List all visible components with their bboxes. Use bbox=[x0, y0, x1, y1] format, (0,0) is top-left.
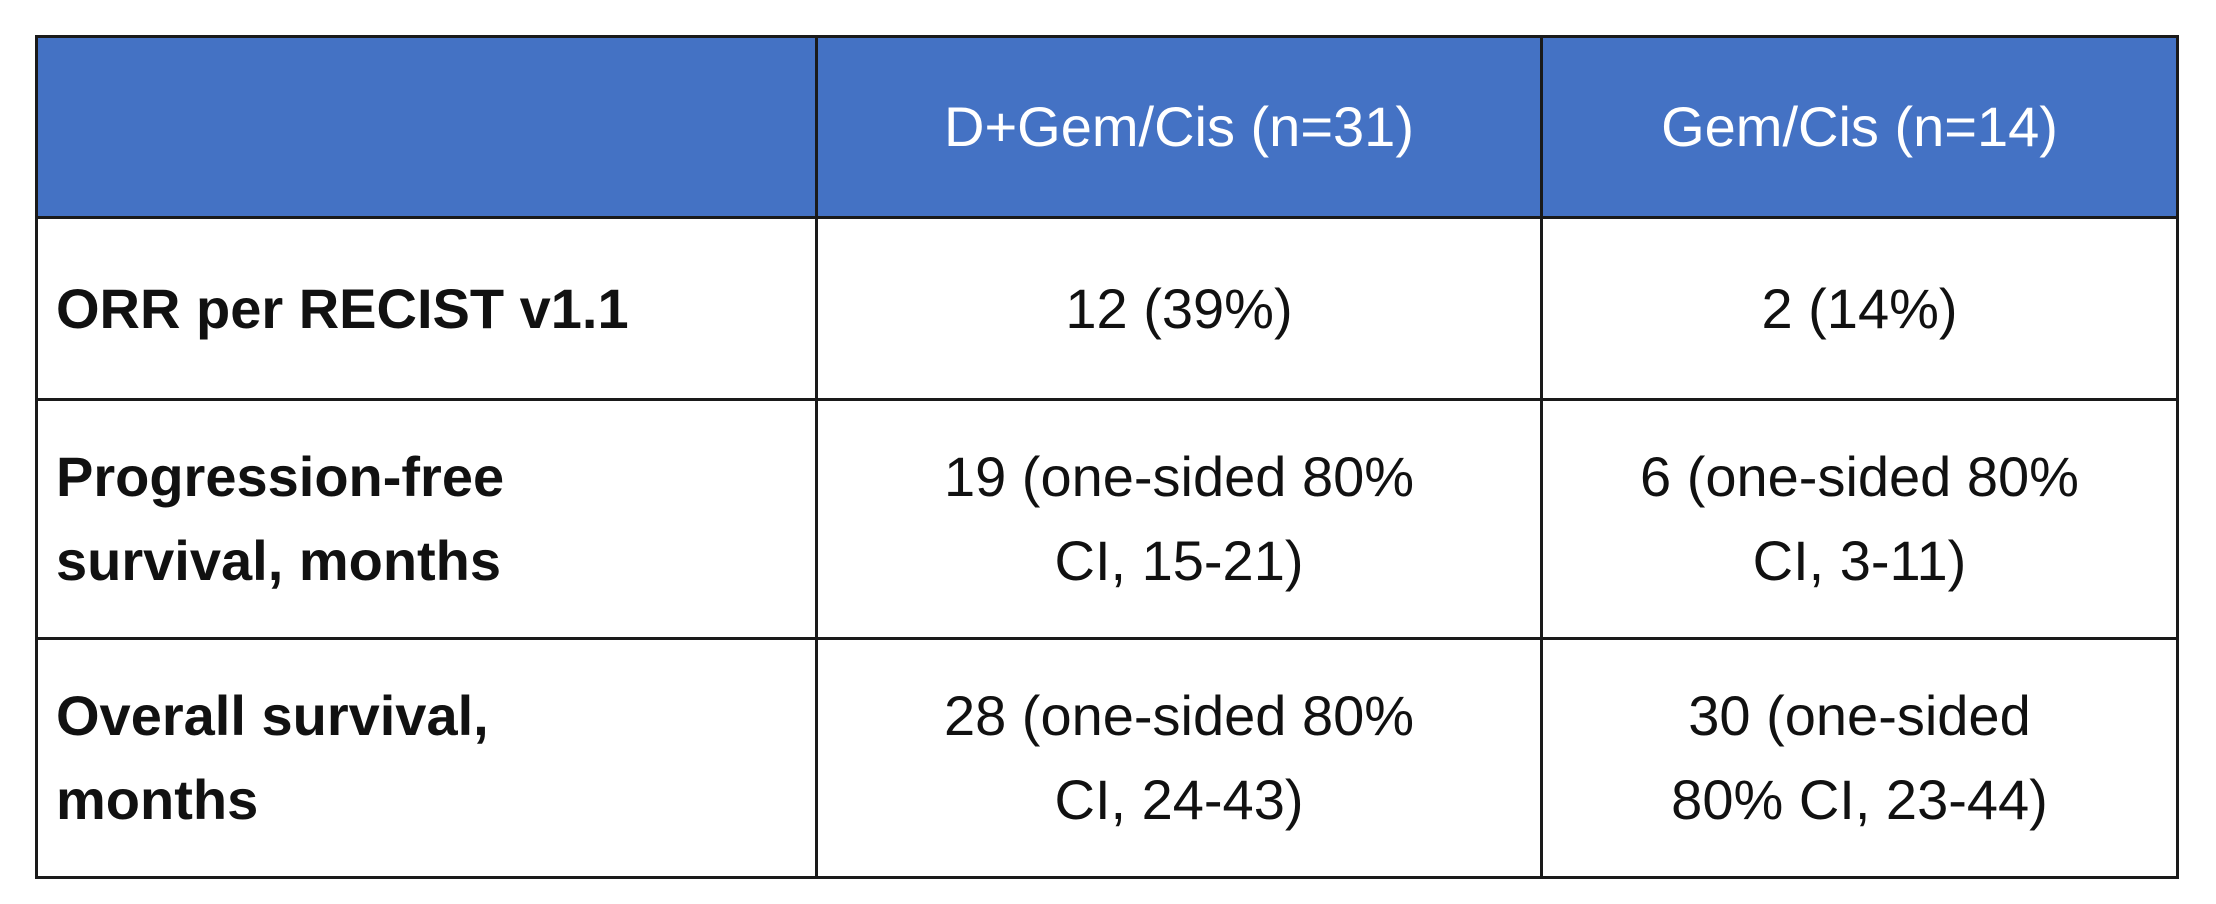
value-cell: 28 (one-sided 80% CI, 24-43) bbox=[815, 637, 1543, 879]
cell-line: months bbox=[56, 768, 259, 831]
cell-line: 19 (one-sided 80% bbox=[943, 445, 1415, 508]
value-cell: 30 (one-sided 80% CI, 23-44) bbox=[1540, 637, 2179, 879]
row-label: Overall survival, months bbox=[35, 637, 818, 879]
cell-line: CI, 24-43) bbox=[1054, 768, 1304, 831]
cell-line: Progression-free bbox=[56, 445, 505, 508]
header-cell: Gem/Cis (n=14) bbox=[1540, 35, 2179, 219]
table-row: ORR per RECIST v1.1 12 (39%) 2 (14%) bbox=[35, 216, 2179, 401]
cell-line: 2 (14%) bbox=[1761, 276, 1958, 340]
cell-line: 28 (one-sided 80% bbox=[943, 684, 1415, 747]
table-row: Progression-free survival, months 19 (one-… bbox=[35, 398, 2179, 640]
cell-line: ORR per RECIST v1.1 bbox=[56, 276, 629, 340]
value-cell: 12 (39%) bbox=[815, 216, 1543, 401]
cell-line: 30 (one-sided bbox=[1688, 684, 2031, 747]
results-table: D+Gem/Cis (n=31) Gem/Cis (n=14) ORR per R… bbox=[35, 35, 2179, 879]
value-cell: 19 (one-sided 80% CI, 15-21) bbox=[815, 398, 1543, 640]
value-cell: 2 (14%) bbox=[1540, 216, 2179, 401]
value-cell: 6 (one-sided 80% CI, 3-11) bbox=[1540, 398, 2179, 640]
header-cell bbox=[35, 35, 818, 219]
header-cell: D+Gem/Cis (n=31) bbox=[815, 35, 1543, 219]
cell-line: survival, months bbox=[56, 529, 502, 592]
cell-line: 80% CI, 23-44) bbox=[1671, 768, 2048, 831]
cell-line: CI, 15-21) bbox=[1054, 529, 1304, 592]
cell-line: 6 (one-sided 80% bbox=[1640, 445, 2079, 508]
row-label: Progression-free survival, months bbox=[35, 398, 818, 640]
cell-line: 12 (39%) bbox=[1065, 276, 1293, 340]
cell-line: Overall survival, bbox=[56, 684, 489, 747]
header-row: D+Gem/Cis (n=31) Gem/Cis (n=14) bbox=[35, 35, 2179, 219]
cell-line: CI, 3-11) bbox=[1752, 529, 1967, 592]
table-row: Overall survival, months 28 (one-sided 80%… bbox=[35, 637, 2179, 879]
row-label: ORR per RECIST v1.1 bbox=[35, 216, 818, 401]
